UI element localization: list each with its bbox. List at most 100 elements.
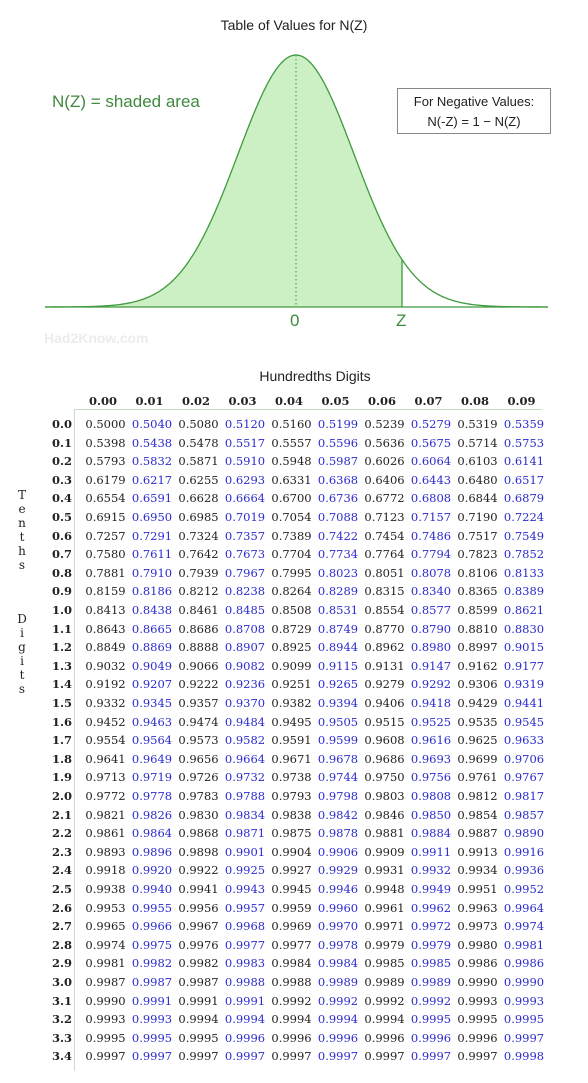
vertical-letter: t [19,668,25,682]
axis-label-zero: 0 [290,311,300,330]
table-cell: 0.8461 [178,603,219,617]
table-cell: 0.6985 [178,510,219,524]
table-cell: 0.9984 [271,956,312,971]
table-cell: 0.9975 [131,937,173,952]
table-cell: 0.9830 [178,807,219,822]
table-cell: 0.9345 [131,696,173,710]
table-cell: 0.7794 [410,547,452,562]
table-cell: 0.9946 [317,882,359,896]
row-header: 0.6 [51,528,72,543]
table-cell: 0.9871 [224,826,266,841]
row-header: 2.4 [51,863,72,878]
table-cell: 0.9625 [457,733,498,748]
table-cell: 0.9671 [271,751,312,766]
row-header: 2.0 [51,789,72,803]
table-cell: 0.9995 [178,1030,219,1045]
table-cell: 0.8315 [364,584,405,599]
table-cell: 0.9955 [131,900,173,915]
vertical-letter: T [17,488,26,502]
table-cell: 0.9996 [364,1030,405,1045]
row-header: 0.5 [51,510,72,524]
table-cell: 0.9821 [85,807,126,822]
table-cell: 0.9893 [85,844,126,859]
table-cell: 0.9941 [178,882,219,896]
table-cell: 0.5596 [317,435,359,450]
row-header: 2.3 [51,844,72,859]
table-cell: 0.9922 [178,863,219,878]
table-cell: 0.9616 [410,733,452,748]
table-top-border [74,409,542,410]
table-cell: 0.9993 [131,1012,173,1027]
table-cell: 0.7517 [457,528,498,543]
table-cell: 0.7324 [178,528,219,543]
table-cell: 0.9319 [503,677,545,692]
table-cell: 0.9992 [271,993,312,1008]
row-header: 1.0 [51,603,72,617]
table-cell: 0.9474 [178,714,219,729]
table-cell: 0.9761 [457,770,498,785]
table-cell: 0.5239 [364,417,405,431]
table-cell: 0.5793 [85,454,126,469]
table-cell: 0.9977 [271,937,312,952]
table-cell: 0.9988 [271,975,312,989]
table-cell: 0.7734 [317,547,359,562]
table-cell: 0.6844 [457,491,498,506]
table-cell: 0.8238 [224,584,266,599]
table-cell: 0.9783 [178,789,219,803]
table-cell: 0.9370 [224,696,266,710]
table-cell: 0.6368 [317,472,359,487]
table-cell: 0.9957 [224,900,266,915]
table-cell: 0.9192 [85,677,126,692]
table-cell: 0.9750 [364,770,405,785]
table-cell: 0.9913 [457,844,498,859]
table-cell: 0.9904 [271,844,312,859]
table-cell: 0.9162 [457,658,498,673]
table-cell: 0.9535 [457,714,498,729]
table-cell: 0.9994 [317,1012,359,1027]
table-cell: 0.9940 [131,882,173,896]
table-cell: 0.9967 [178,919,219,934]
table-cell: 0.9049 [131,658,173,673]
table-cell: 0.9996 [271,1030,312,1045]
table-cell: 0.6026 [364,454,405,469]
table-cell: 0.9015 [503,640,545,655]
table-cell: 0.7967 [224,565,266,580]
table-cell: 0.9772 [85,789,126,803]
table-cell: 0.6700 [271,491,312,506]
table-cell: 0.7257 [85,528,126,543]
table-cell: 0.9878 [317,826,359,841]
column-header: 0.09 [507,394,536,408]
table-cell: 0.9989 [317,975,359,989]
table-cell: 0.9545 [503,714,545,729]
table-cell: 0.9979 [410,937,452,952]
table-cell: 0.9965 [85,919,126,934]
table-cell: 0.6141 [503,454,545,469]
table-cell: 0.7389 [271,528,312,543]
row-header: 0.3 [51,472,72,487]
table-cell: 0.9767 [503,770,545,785]
table-cell: 0.9989 [410,975,452,989]
table-cell: 0.9916 [503,844,545,859]
negative-note-line1: For Negative Values: [413,94,535,109]
table-cell: 0.9949 [410,882,452,896]
table-cell: 0.9817 [503,789,545,803]
row-header: 1.3 [51,658,72,673]
table-cell: 0.9857 [503,807,545,822]
table-cell: 0.9756 [410,770,452,785]
table-cell: 0.9978 [317,937,359,952]
table-cell: 0.9961 [364,900,405,915]
column-header: 0.02 [181,394,210,408]
vertical-letter: s [18,682,26,696]
table-cell: 0.9993 [457,993,498,1008]
table-cell: 0.9979 [364,937,405,952]
table-cell: 0.5948 [271,454,312,469]
table-cell: 0.9394 [317,696,359,710]
table-cell: 0.9463 [131,714,173,729]
table-cell: 0.6293 [224,472,266,487]
table-cell: 0.9991 [131,993,173,1008]
table-cell: 0.9991 [224,993,266,1008]
row-header: 1.8 [51,751,72,766]
table-cell: 0.9992 [317,993,359,1008]
table-cell: 0.5753 [503,435,545,450]
table-cell: 0.8621 [503,603,545,617]
